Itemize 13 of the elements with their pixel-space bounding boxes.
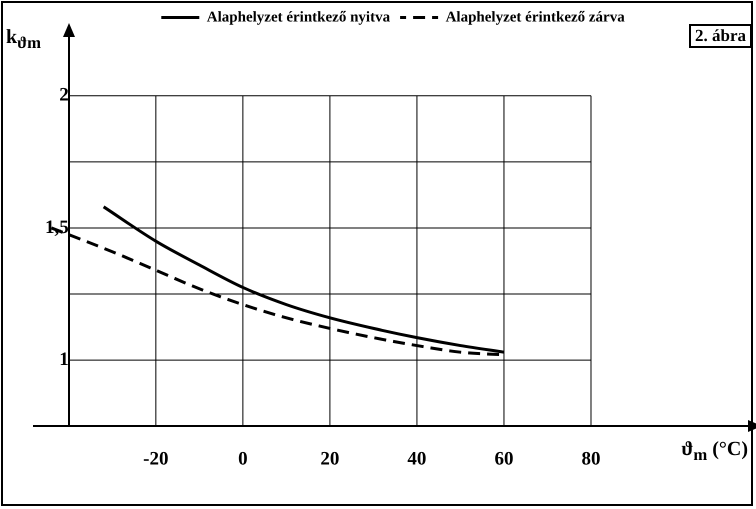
- x-tick-label: 60: [494, 448, 514, 470]
- legend-label: Alaphelyzet érintkező zárva: [446, 9, 626, 26]
- x-tick-label: 20: [320, 448, 340, 470]
- x-tick-label: 80: [581, 448, 600, 470]
- x-tick-label: 40: [407, 448, 426, 470]
- annotation: 2. ábra: [689, 24, 752, 48]
- y-tick-label: 1: [59, 349, 69, 370]
- legend-label: Alaphelyzet érintkező nyitva: [206, 9, 391, 26]
- x-axis-title: ϑ$_{m}$ (°C): [681, 438, 748, 465]
- y-axis-title: k$_{ϑm}$: [6, 26, 41, 53]
- x-tick-label: -20: [143, 448, 169, 470]
- x-tick-label: 0: [238, 448, 248, 470]
- y-tick-label: 2: [59, 84, 69, 106]
